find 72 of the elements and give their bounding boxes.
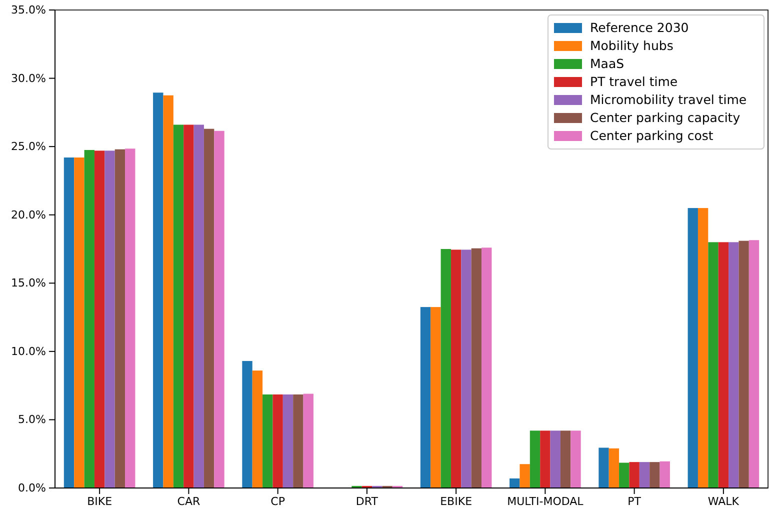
bar <box>440 249 451 488</box>
bar <box>708 242 718 488</box>
bar <box>204 128 214 488</box>
bar <box>104 150 115 488</box>
legend-label: Reference 2030 <box>590 20 689 35</box>
bar <box>510 478 520 488</box>
bar <box>64 157 74 488</box>
bar <box>718 242 729 488</box>
bar <box>153 92 164 488</box>
legend-label: Micromobility travel time <box>590 92 747 107</box>
bar <box>173 124 184 488</box>
bar <box>163 95 174 488</box>
x-tick-label: BIKE <box>87 494 112 508</box>
bar <box>420 307 431 488</box>
bar <box>461 250 472 488</box>
bar <box>560 430 571 488</box>
bar <box>650 462 660 488</box>
x-tick-label: PT <box>628 494 642 508</box>
bar <box>74 157 84 488</box>
y-tick-label: 15.0% <box>11 276 46 290</box>
bar <box>303 394 314 488</box>
bar <box>272 394 283 488</box>
bar <box>639 462 650 488</box>
x-tick-label: DRT <box>356 494 378 508</box>
y-tick-label: 25.0% <box>11 140 46 154</box>
x-tick-label: CAR <box>177 494 200 508</box>
bar <box>550 430 560 488</box>
bar <box>738 240 749 488</box>
bar <box>629 462 640 488</box>
x-tick-label: WALK <box>708 494 740 508</box>
legend-label: PT travel time <box>590 74 678 89</box>
bar <box>619 462 630 488</box>
bar <box>242 360 252 488</box>
y-tick-label: 30.0% <box>11 72 46 85</box>
bar <box>84 150 94 488</box>
x-tick-label: CP <box>270 494 286 508</box>
x-tick-label: EBIKE <box>440 494 472 508</box>
bar <box>214 130 224 488</box>
y-tick-label: 35.0% <box>11 4 46 17</box>
legend-label: Mobility hubs <box>590 38 674 53</box>
bar <box>125 148 136 488</box>
bar <box>282 394 294 488</box>
y-tick-label: 20.0% <box>11 208 46 222</box>
bar <box>598 448 609 488</box>
bar <box>252 370 263 488</box>
bar <box>660 461 670 488</box>
y-tick-label: 10.0% <box>11 344 46 358</box>
bar <box>184 124 194 488</box>
bar <box>94 150 105 488</box>
bar <box>293 394 304 488</box>
bar <box>520 464 530 488</box>
bar <box>540 430 550 488</box>
bar <box>262 394 273 488</box>
bar <box>450 250 462 488</box>
bar <box>530 430 540 488</box>
bar <box>728 242 739 488</box>
legend-label: MaaS <box>590 56 624 71</box>
legend-label: Center parking capacity <box>590 110 741 125</box>
y-tick-label: 0.0% <box>18 482 46 495</box>
bar <box>482 248 492 488</box>
bar <box>688 208 698 488</box>
bar <box>194 124 204 488</box>
legend-label: Center parking cost <box>590 128 714 143</box>
bar <box>570 430 581 488</box>
y-tick-label: 5.0% <box>18 413 46 426</box>
bar <box>471 248 482 488</box>
x-tick-label: MULTI-MODAL <box>507 494 584 508</box>
bar <box>698 208 708 488</box>
bar <box>608 448 620 488</box>
bar <box>748 240 760 488</box>
bar <box>114 149 126 488</box>
bar <box>430 307 441 488</box>
